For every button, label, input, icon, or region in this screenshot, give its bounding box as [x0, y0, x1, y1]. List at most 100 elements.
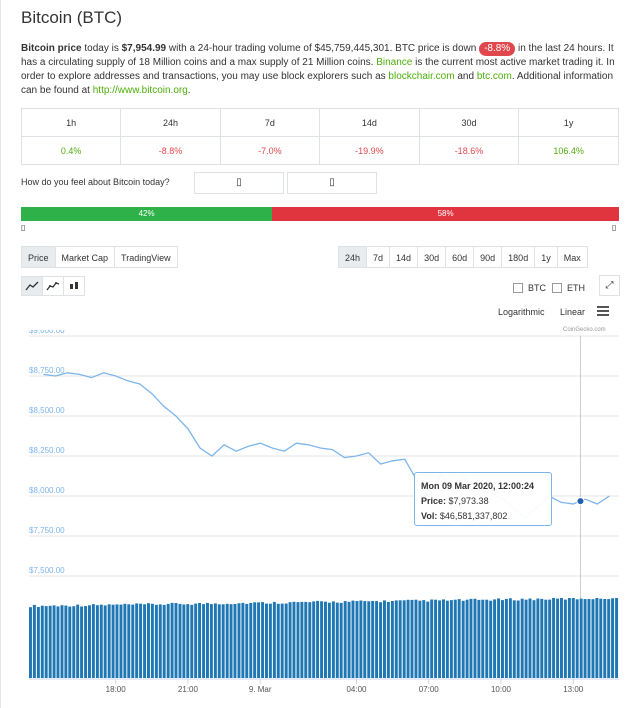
chart-menu-icon[interactable] [597, 306, 609, 318]
vote-good-button[interactable]: ▯ [194, 172, 284, 194]
performance-table: 1h 24h 7d 14d 30d 1y 0.4% -8.8% -7.0% -1… [20, 108, 619, 165]
description-text: today is [81, 43, 122, 54]
volume-bar [512, 600, 516, 678]
chart-type-tabs: Price Market Cap TradingView [21, 246, 178, 268]
volume-bar [135, 603, 139, 678]
compare-btc-checkbox[interactable]: BTC [513, 283, 546, 293]
perf-header-7d: 7d [219, 108, 321, 137]
description-text: with a 24-hour trading volume of $45,759… [166, 43, 480, 54]
x-tick-label: 18:00 [106, 685, 127, 694]
volume-bar [237, 603, 241, 678]
volume-bar [481, 599, 485, 678]
volume-bar [351, 600, 355, 678]
volume-bar [292, 601, 296, 678]
y-tick-label: $8,000.00 [29, 486, 65, 495]
volume-bar [198, 603, 202, 678]
volume-bar [64, 605, 68, 678]
volume-bar [591, 599, 595, 678]
range-14d[interactable]: 14d [389, 246, 419, 268]
volume-bar [442, 599, 445, 678]
y-tick-label: $8,500.00 [29, 406, 65, 415]
chart-style-toggles [21, 276, 85, 296]
volume-bar [213, 603, 217, 678]
checkbox-icon [552, 283, 562, 293]
volume-bar [60, 605, 64, 678]
volume-bar [394, 600, 398, 678]
description-lead: Bitcoin price [21, 43, 82, 54]
binance-link[interactable]: Binance [376, 57, 413, 68]
tab-tradingview[interactable]: TradingView [114, 246, 178, 268]
range-24h[interactable]: 24h [338, 246, 368, 268]
compare-eth-label: ETH [567, 283, 585, 293]
bitcoin-org-link[interactable]: http://www.bitcoin.org [92, 85, 188, 96]
chart-tooltip: Mon 09 Mar 2020, 12:00:24 Price: $7,973.… [414, 472, 552, 526]
y-tick-label: $7,500.00 [29, 566, 65, 575]
perf-header-1y: 1y [518, 108, 619, 137]
candlestick-icon[interactable] [63, 276, 85, 296]
volume-bar [312, 601, 316, 678]
volume-bar [154, 604, 158, 678]
tab-market-cap[interactable]: Market Cap [54, 246, 116, 268]
volume-bar [241, 602, 245, 678]
volume-bar [453, 599, 457, 678]
scale-logarithmic[interactable]: Logarithmic [498, 307, 545, 317]
line-chart-icon[interactable] [21, 276, 43, 296]
volume-bar [36, 607, 40, 678]
sentiment-question: How do you feel about Bitcoin today? [21, 177, 170, 187]
volume-bar [469, 598, 473, 678]
volume-bar [178, 603, 182, 678]
volume-bar [206, 602, 209, 678]
tab-price[interactable]: Price [21, 246, 56, 268]
volume-bar [308, 602, 312, 678]
volume-bar [331, 601, 335, 678]
volume-bar [115, 604, 119, 678]
volume-bar [402, 600, 406, 678]
volume-bar [457, 599, 461, 678]
volume-bar [560, 598, 563, 678]
volume-bar [583, 599, 587, 678]
compare-eth-checkbox[interactable]: ETH [552, 283, 585, 293]
perf-value-24h: -8.8% [120, 136, 221, 165]
volume-bar [48, 605, 52, 678]
volume-bar [501, 600, 504, 678]
volume-bar [473, 598, 477, 678]
x-tick-label: 21:00 [178, 685, 199, 694]
y-tick-label: $8,750.00 [29, 366, 65, 375]
volume-bar [107, 604, 111, 678]
volume-bar [284, 603, 288, 678]
volume-bar [449, 600, 453, 678]
perf-value-30d: -18.6% [418, 136, 520, 165]
vote-bad-button[interactable]: ▯ [287, 172, 377, 194]
btc-com-link[interactable]: btc.com [476, 71, 512, 82]
volume-bar [563, 599, 567, 678]
description-text: . Additional information can be found at [21, 71, 613, 96]
volume-bar [268, 603, 272, 678]
volume-bar [386, 602, 390, 678]
range-180d[interactable]: 180d [501, 246, 536, 268]
volume-bar [422, 600, 426, 678]
range-max[interactable]: Max [556, 246, 588, 268]
description-text: and [454, 71, 477, 82]
volume-bar [221, 604, 225, 678]
volume-bar [607, 599, 611, 678]
area-chart-icon[interactable] [42, 276, 64, 296]
perf-value-1y: 106.4% [518, 136, 619, 165]
volume-bar [76, 604, 80, 678]
range-1y[interactable]: 1y [534, 246, 558, 268]
range-7d[interactable]: 7d [366, 246, 391, 268]
volume-bar [339, 602, 343, 678]
scale-linear[interactable]: Linear [560, 307, 586, 317]
volume-bar [520, 598, 524, 678]
volume-bar [95, 605, 99, 678]
volume-bar [253, 602, 257, 678]
volume-bar [571, 598, 575, 678]
range-90d[interactable]: 90d [473, 246, 503, 268]
volume-bar [579, 598, 583, 678]
range-60d[interactable]: 60d [445, 246, 475, 268]
blockchair-link[interactable]: blockchair.com [388, 71, 455, 82]
range-30d[interactable]: 30d [417, 246, 447, 268]
volume-bar [375, 601, 379, 678]
checkbox-icon [513, 283, 523, 293]
fullscreen-icon[interactable]: ⤢ [599, 275, 620, 296]
volume-bar [355, 601, 359, 678]
